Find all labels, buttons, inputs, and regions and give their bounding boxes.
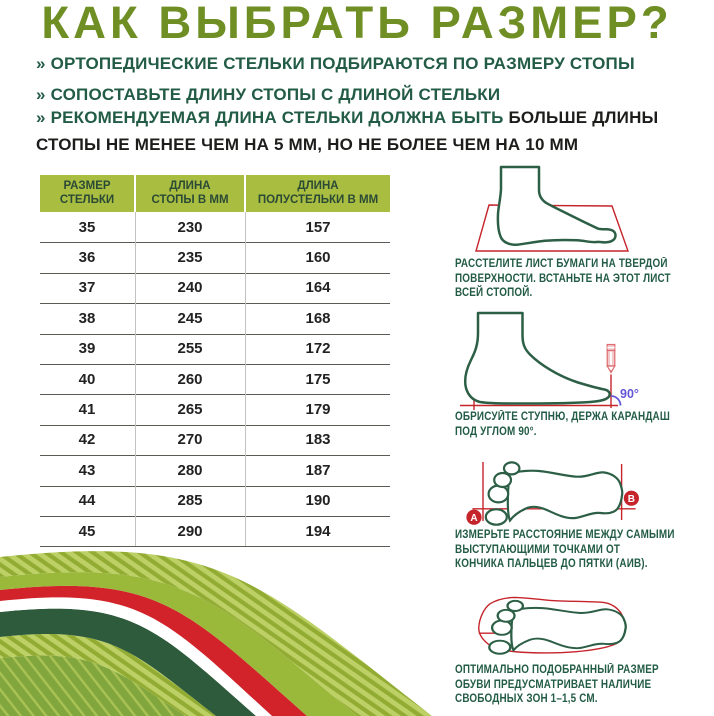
svg-text:В: В (628, 494, 635, 505)
svg-text:А: А (470, 513, 477, 524)
svg-text:90°: 90° (620, 387, 639, 401)
